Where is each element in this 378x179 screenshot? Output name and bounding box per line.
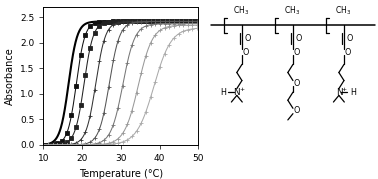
Text: O: O <box>293 107 299 115</box>
Text: O: O <box>295 34 302 43</box>
Text: +: + <box>341 87 346 92</box>
Text: O: O <box>293 79 299 88</box>
Text: O: O <box>242 48 248 57</box>
Text: O: O <box>293 48 299 57</box>
Text: CH$_3$: CH$_3$ <box>233 4 249 17</box>
Text: H: H <box>220 88 226 97</box>
Text: CH$_3$: CH$_3$ <box>284 4 300 17</box>
Text: +: + <box>239 87 244 92</box>
Text: O: O <box>344 48 350 57</box>
Text: O: O <box>346 34 353 43</box>
Text: H: H <box>350 88 356 97</box>
X-axis label: Temperature (°C): Temperature (°C) <box>79 169 163 179</box>
Y-axis label: Absorbance: Absorbance <box>5 47 14 105</box>
Text: N: N <box>234 88 240 97</box>
Text: CH$_3$: CH$_3$ <box>335 4 351 17</box>
Text: N: N <box>336 88 342 97</box>
Text: O: O <box>244 34 251 43</box>
